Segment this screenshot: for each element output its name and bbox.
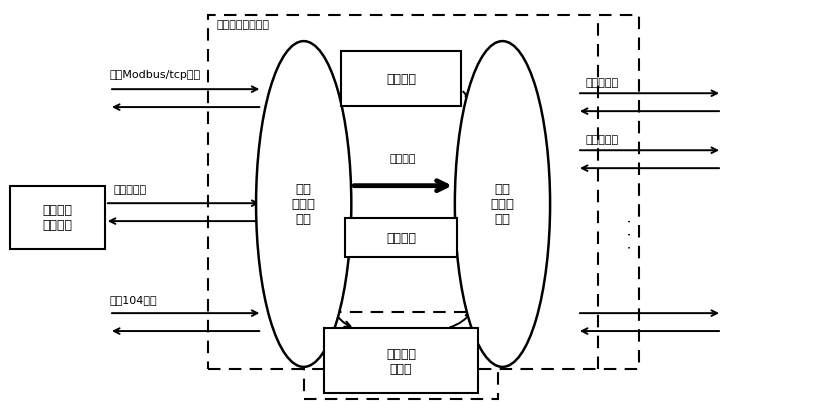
Bar: [324, 328, 478, 393]
Text: 标准104协议: 标准104协议: [109, 294, 157, 304]
Text: 控制命令: 控制命令: [390, 154, 416, 164]
Bar: [345, 219, 457, 257]
Text: 线程管理: 线程管理: [386, 73, 416, 86]
Text: 串口总线一: 串口总线一: [585, 78, 618, 88]
Text: 串口
通讯管
理器: 串口 通讯管 理器: [490, 183, 514, 226]
Text: 网络
通讯服
务器: 网络 通讯服 务器: [292, 183, 316, 226]
Text: 标准Modbus/tcp协议: 标准Modbus/tcp协议: [109, 70, 200, 80]
Text: 数据空间: 数据空间: [386, 231, 416, 245]
Ellipse shape: [256, 42, 352, 367]
Text: ·  ·  ·: · · ·: [624, 218, 638, 248]
Ellipse shape: [455, 42, 550, 367]
Bar: [303, 312, 499, 400]
Bar: [209, 16, 639, 369]
Text: 串口总线二: 串口总线二: [585, 135, 618, 145]
Text: 通讯规约
协议库: 通讯规约 协议库: [386, 347, 416, 375]
Text: 自定义协议: 自定义协议: [113, 185, 146, 195]
Bar: [341, 52, 461, 107]
Bar: [10, 186, 105, 249]
Text: 参数配置
应用程序: 参数配置 应用程序: [42, 204, 72, 231]
Text: 通讯管理应用程序: 通讯管理应用程序: [217, 20, 270, 29]
